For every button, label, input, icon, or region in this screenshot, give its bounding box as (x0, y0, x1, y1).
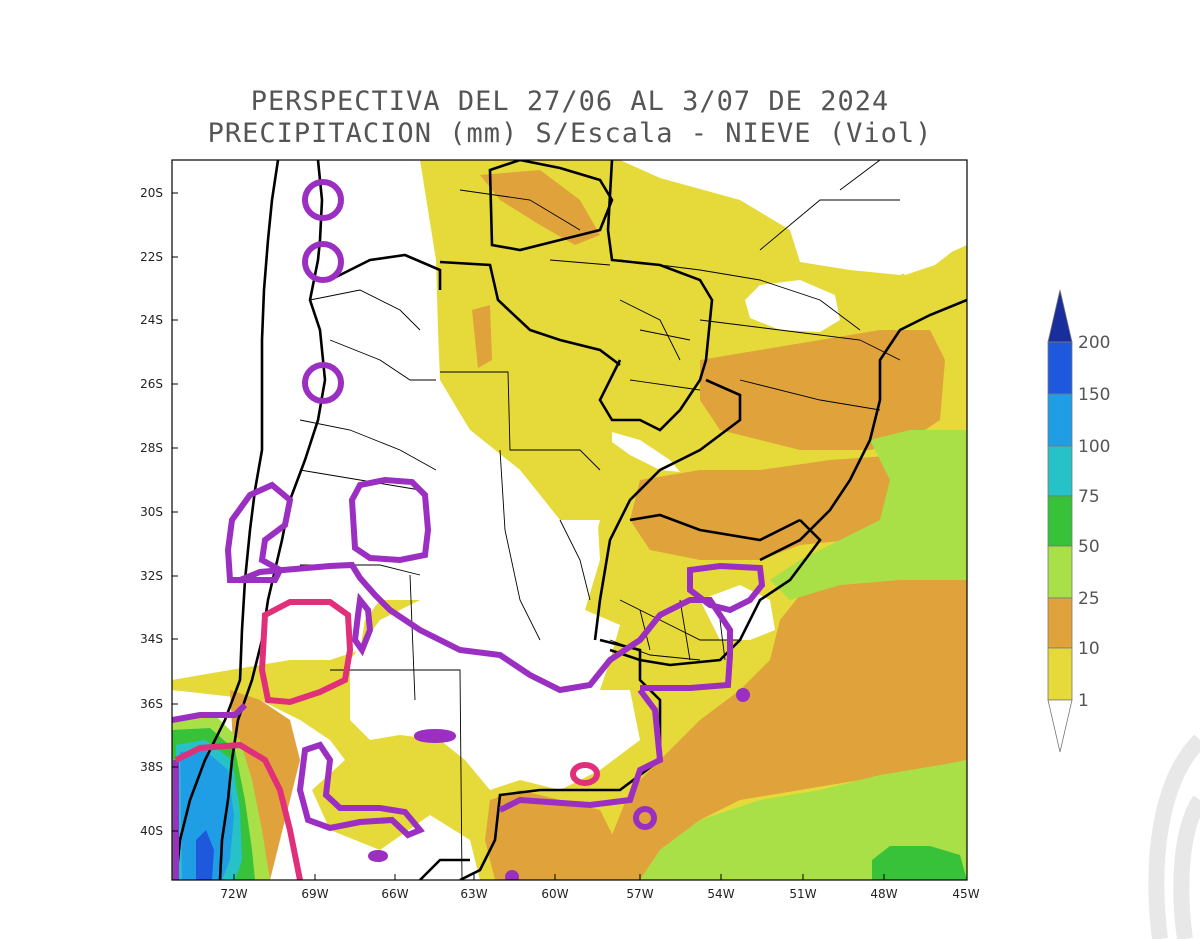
colorbar-segment-10-25 (1047, 597, 1073, 649)
longitude-labels: 72W 69W 66W 63W 60W 57W 54W 51W 48W 45W (220, 887, 979, 901)
lon-label: 54W (707, 887, 734, 901)
pink-contour-bahia-blanca (570, 762, 600, 786)
lon-label: 66W (381, 887, 408, 901)
colorbar-top-arrow (1047, 289, 1073, 343)
map-title-line1: PERSPECTIVA DEL 27/06 AL 3/07 DE 2024 (250, 86, 890, 117)
snow-contour-blob-rio-negro (414, 729, 456, 743)
snow-contour-catamarca (302, 362, 344, 404)
colorbar-label: 10 (1078, 639, 1100, 659)
country-borders (174, 160, 967, 880)
snow-contour-dot-east (736, 688, 750, 702)
lat-label: 40S (140, 824, 163, 838)
watermark-logo (1148, 734, 1200, 939)
precip-10-25-region-mid (472, 305, 492, 368)
dry-region-uruguay (700, 585, 775, 640)
snow-contour-andes-south (172, 702, 248, 723)
lat-label: 32S (140, 569, 163, 583)
lat-label: 24S (140, 313, 163, 327)
dry-region-north (745, 280, 840, 332)
axis-tick-marks (172, 192, 885, 880)
snow-contours (172, 179, 766, 880)
colorbar-label: 1 (1078, 691, 1089, 711)
precip-50-75-region-atlantic (872, 846, 967, 880)
snow-contour-uruguay (687, 562, 766, 614)
lon-label: 69W (301, 887, 328, 901)
map-title-line2: PRECIPITACION (mm) S/Escala - NIEVE (Vio… (207, 118, 933, 149)
lon-label: 45W (952, 887, 979, 901)
map-frame (171, 159, 968, 881)
lat-label: 20S (140, 186, 163, 200)
dry-region-paraguay (612, 432, 680, 472)
snow-contour-cordoba (348, 476, 432, 564)
colorbar-segment-25-50 (1047, 545, 1073, 599)
snow-contour-neuquen (351, 592, 374, 657)
snow-contour-puna-mid (302, 241, 344, 283)
lon-label: 60W (541, 887, 568, 901)
colorbar (1047, 289, 1073, 753)
lat-label: 38S (140, 760, 163, 774)
snow-contour-atlantic-dot (633, 806, 657, 830)
precip-25-50-region-brazil-coast (770, 430, 967, 600)
colorbar-segment-100-150 (1047, 393, 1073, 447)
province-borders (299, 160, 901, 880)
colorbar-segment-75-100 (1047, 445, 1073, 497)
lon-label: 63W (460, 887, 487, 901)
colorbar-segment-150-200 (1047, 341, 1073, 395)
map-plot-area (172, 160, 967, 880)
precip-150-200-region (196, 830, 214, 880)
lon-label: 51W (789, 887, 816, 901)
snow-contour-dot-south (505, 870, 519, 880)
lat-label: 26S (140, 377, 163, 391)
colorbar-label: 150 (1078, 385, 1110, 405)
snow-contour-blob-chubut (368, 850, 388, 862)
lat-label: 28S (140, 441, 163, 455)
lon-label: 57W (626, 887, 653, 901)
snow-contour-puna-north (302, 179, 344, 221)
pink-contour-mendoza (258, 599, 354, 706)
colorbar-bottom-arrow (1047, 699, 1073, 753)
precip-10-25-region-atlantic (600, 575, 967, 880)
snow-contour-buenos-aires (498, 688, 664, 813)
pink-contours (174, 599, 600, 880)
colorbar-label: 25 (1078, 589, 1100, 609)
colorbar-segment-1-10 (1047, 647, 1073, 701)
pink-contour-chile-south (174, 741, 303, 880)
precip-10-25-region-north (480, 170, 600, 245)
precip-10-25-region-pampa-south (485, 790, 615, 880)
lat-label: 30S (140, 505, 163, 519)
snow-contour-pampa (238, 561, 733, 694)
lat-label: 36S (140, 697, 163, 711)
latitude-labels: 20S 22S 24S 26S 28S 30S 32S 34S 36S 38S … (140, 186, 163, 838)
dry-region-ne (880, 160, 967, 275)
colorbar-label: 50 (1078, 537, 1100, 557)
lon-label: 48W (870, 887, 897, 901)
snow-contour-patagonia (296, 741, 425, 839)
colorbar-label: 200 (1078, 333, 1110, 353)
colorbar-label: 75 (1078, 487, 1100, 507)
colorbar-labels: 1 10 25 50 75 100 150 200 (1078, 333, 1110, 711)
lat-label: 22S (140, 250, 163, 264)
precip-10-25-region-brazil-south (700, 330, 945, 450)
lat-label: 34S (140, 632, 163, 646)
lon-label: 72W (220, 887, 247, 901)
colorbar-segment-50-75 (1047, 495, 1073, 547)
colorbar-label: 100 (1078, 437, 1110, 457)
snow-contour-andes-north (224, 481, 294, 583)
